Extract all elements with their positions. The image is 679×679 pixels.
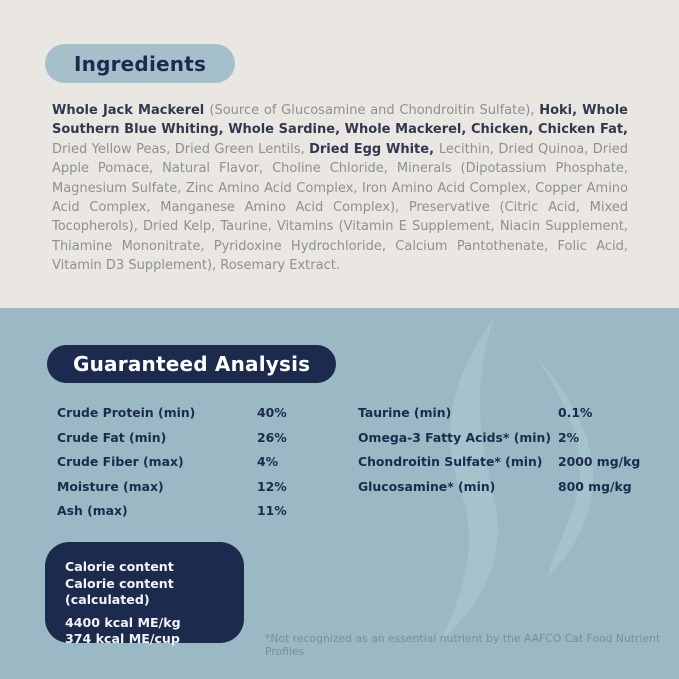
guaranteed-analysis-header-pill: Guaranteed Analysis [47,345,337,383]
analysis-table-left: Crude Protein (min) 40% Crude Fat (min) 26%… [57,405,347,528]
analysis-value: 11% [257,503,287,519]
analysis-row: Crude Fiber (max) 4% [57,454,347,479]
analysis-value: 2000 mg/kg [558,454,641,470]
ingredients-header-pill: Ingredients [45,44,236,83]
analysis-row: Omega-3 Fatty Acids* (min) 2% [358,430,658,455]
ingredient-plain: Dried Yellow Peas, Dried Green Lentils, [52,141,310,157]
swirl-watermark-icon [441,318,594,640]
analysis-value: 12% [257,478,287,494]
analysis-value: 4% [257,454,279,470]
analysis-table-right: Taurine (min) 0.1% Omega-3 Fatty Acids* (m… [358,405,658,503]
analysis-label: Crude Fat (min) [57,429,167,445]
analysis-label: Crude Fiber (max) [57,454,184,470]
calorie-value-line: 4400 kcal ME/kg [65,614,181,630]
analysis-value: 800 mg/kg [558,478,632,494]
analysis-row: Crude Protein (min) 40% [57,405,347,430]
analysis-label: Chondroitin Sulfate* (min) [358,454,543,470]
guaranteed-analysis-section: Guaranteed Analysis Crude Protein (min) 4… [0,308,679,679]
analysis-label: Ash (max) [57,503,128,519]
calorie-value-line: 374 kcal ME/cup [65,631,180,647]
ingredients-title: Ingredients [74,51,207,76]
calorie-header-lines: Calorie content Calorie content (calculat… [65,559,230,609]
analysis-row: Ash (max) 11% [57,503,347,528]
ingredient-emphasis: Hoki, Whole Southern Blue Whiting, Whole… [52,103,628,138]
analysis-label: Glucosamine* (min) [358,478,496,494]
ingredient-plain: Lecithin, Dried Quinoa, Dried Apple Poma… [52,141,629,274]
ingredients-text: Whole Jack Mackerel (Source of Glucosami… [52,101,628,276]
ingredient-plain: (Source of Glucosamine and Chondroitin S… [209,103,540,118]
aafco-footnote: *Not recognized as an essential nutrient… [265,632,661,658]
analysis-label: Moisture (max) [57,478,164,494]
analysis-row: Taurine (min) 0.1% [358,405,658,430]
calorie-value-lines: 4400 kcal ME/kg 374 kcal ME/cup [65,615,230,648]
guaranteed-analysis-title: Guaranteed Analysis [73,352,311,376]
analysis-label: Omega-3 Fatty Acids* (min) [358,429,552,445]
ingredient-emphasis: Dried Egg White, [309,141,439,157]
analysis-row: Chondroitin Sulfate* (min) 2000 mg/kg [358,454,658,479]
analysis-row: Moisture (max) 12% [57,479,347,504]
analysis-label: Crude Protein (min) [57,405,196,420]
calorie-header-line: Calorie content (calculated) [65,575,174,608]
analysis-value: 40% [257,405,287,420]
analysis-value: 26% [257,429,287,445]
analysis-value: 2% [558,429,580,445]
analysis-row: Glucosamine* (min) 800 mg/kg [358,479,658,504]
ingredient-emphasis: Whole Jack Mackerel [52,103,210,118]
calorie-header-line: Calorie content [65,559,174,574]
ingredients-section: Ingredients Whole Jack Mackerel (Source … [0,0,679,308]
analysis-label: Taurine (min) [358,405,452,420]
analysis-row: Crude Fat (min) 26% [57,430,347,455]
calorie-content-box: Calorie content Calorie content (calculat… [45,542,244,646]
analysis-value: 0.1% [558,405,593,420]
